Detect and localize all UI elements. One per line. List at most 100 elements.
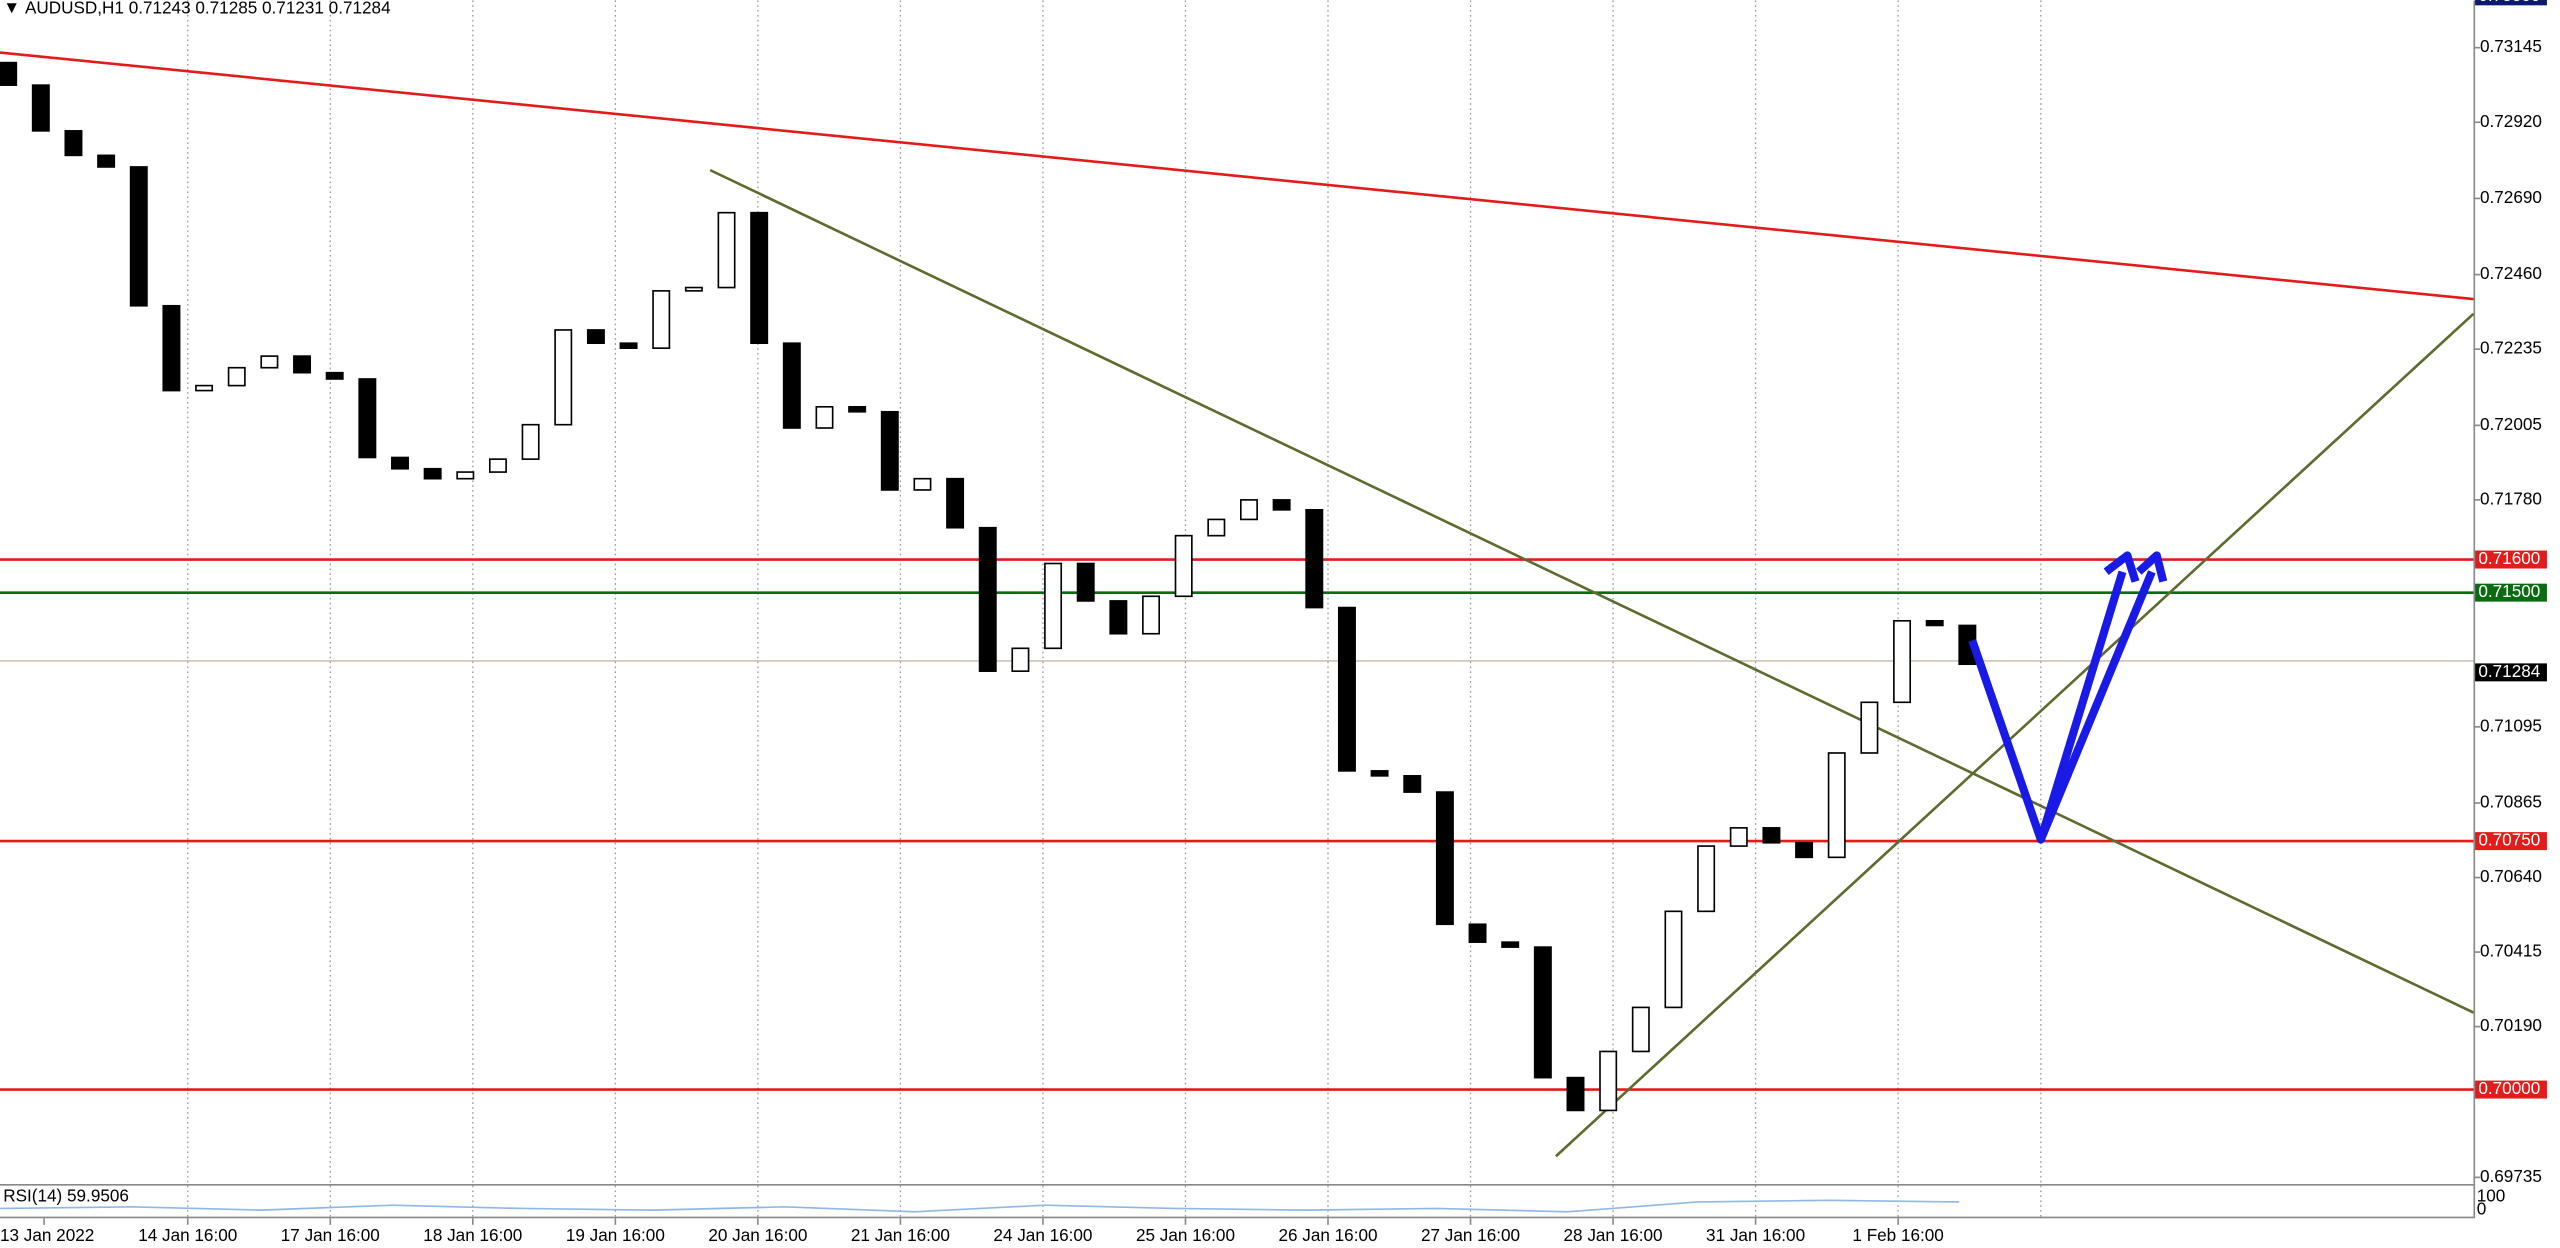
y-tick-label: 0.70190: [2480, 1015, 2542, 1035]
y-tick-label: 0.72460: [2480, 263, 2542, 283]
y-tick-label: 0.69735: [2480, 1166, 2542, 1186]
trend-line: [709, 168, 2475, 1014]
symbol-title: ▼ AUDUSD,H1 0.71243 0.71285 0.71231 0.71…: [3, 0, 391, 17]
candle: [815, 405, 834, 429]
candle: [978, 526, 997, 672]
y-tick-label: 0.70640: [2480, 866, 2542, 886]
candle: [1729, 827, 1748, 847]
x-tick-label: 17 Jan 16:00: [281, 1225, 380, 1245]
last-price-label: 0.71284: [2478, 661, 2540, 681]
rsi-tick: 0: [2477, 1199, 2487, 1219]
candle: [1370, 770, 1389, 777]
candle: [1076, 562, 1095, 602]
candle: [325, 371, 344, 380]
level-label-box: [2475, 0, 2547, 6]
candle: [1142, 595, 1160, 635]
candle: [1533, 946, 1552, 1079]
y-tick-label: 0.71095: [2480, 715, 2542, 735]
y-tick-label: 0.73145: [2480, 36, 2542, 56]
candle: [1207, 518, 1226, 537]
candle: [1599, 1050, 1618, 1112]
candle: [1631, 1006, 1650, 1053]
candle: [717, 211, 736, 289]
candle: [1860, 701, 1879, 754]
candle: [652, 290, 671, 349]
x-tick-label: 18 Jan 16:00: [423, 1225, 522, 1245]
x-tick-label: 25 Jan 16:00: [1136, 1225, 1235, 1245]
candle: [554, 329, 573, 426]
level-label-box: [2475, 832, 2547, 851]
trend-line: [0, 51, 2474, 301]
candle: [848, 405, 867, 413]
candle: [293, 355, 312, 374]
rsi-label: RSI(14) 59.9506: [3, 1186, 129, 1206]
candle: [1827, 752, 1846, 859]
candle: [1011, 647, 1030, 672]
candle: [129, 166, 148, 307]
y-tick-label: 0.71780: [2480, 488, 2542, 508]
candle: [1468, 923, 1487, 943]
candle: [1566, 1076, 1585, 1112]
candle: [1435, 791, 1454, 926]
candle: [1240, 499, 1258, 521]
y-tick-label: 0.70865: [2480, 792, 2542, 812]
level-label: 0.70750: [2478, 830, 2540, 850]
candle: [1893, 619, 1912, 704]
candle: [1305, 509, 1324, 609]
x-tick-label: 1 Feb 16:00: [1852, 1225, 1943, 1245]
candle: [880, 410, 899, 491]
candle: [750, 211, 769, 345]
level-label: 0.70000: [2478, 1078, 2540, 1098]
y-tick-label: 0.72920: [2480, 111, 2542, 131]
candle: [1044, 562, 1063, 650]
candle: [1664, 910, 1683, 1009]
x-tick-label: 31 Jan 16:00: [1706, 1225, 1805, 1245]
x-tick-label: 26 Jan 16:00: [1278, 1225, 1377, 1245]
candle: [423, 467, 442, 480]
candle: [1337, 606, 1356, 772]
candle: [391, 456, 409, 470]
candle: [97, 154, 116, 168]
candle: [488, 458, 507, 473]
candle: [1174, 534, 1193, 598]
candle: [946, 477, 965, 529]
x-tick-label: 19 Jan 16:00: [566, 1225, 665, 1245]
level-label: 0.71600: [2478, 548, 2540, 568]
candle: [260, 355, 279, 369]
rsi-tick: 100: [2477, 1186, 2506, 1206]
y-tick-label: 0.72690: [2480, 187, 2542, 207]
level-label: 0.73300: [2478, 0, 2540, 5]
candle: [1925, 619, 1944, 627]
last-price-box: [2475, 663, 2547, 682]
y-tick-label: 0.72235: [2480, 338, 2542, 358]
candle: [521, 423, 540, 460]
candle: [1109, 600, 1128, 635]
x-tick-label: 24 Jan 16:00: [993, 1225, 1092, 1245]
y-tick-label: 0.70415: [2480, 941, 2542, 961]
candle: [195, 384, 214, 392]
rsi-line: [0, 1199, 1960, 1213]
candle: [31, 84, 50, 132]
level-label: 0.71500: [2478, 581, 2540, 601]
x-tick-label: 27 Jan 16:00: [1421, 1225, 1520, 1245]
x-tick-label: 13 Jan 2022: [0, 1225, 94, 1245]
x-tick-label: 20 Jan 16:00: [708, 1225, 807, 1245]
candle: [782, 342, 801, 429]
level-label-box: [2475, 550, 2547, 569]
candle: [1501, 941, 1520, 948]
candle: [1762, 827, 1781, 844]
candle: [1795, 841, 1814, 859]
level-label-box: [2475, 583, 2547, 602]
candle: [162, 304, 181, 392]
candle: [586, 329, 605, 345]
x-tick-label: 21 Jan 16:00: [851, 1225, 950, 1245]
trend-line: [1555, 312, 2475, 1158]
x-tick-label: 28 Jan 16:00: [1564, 1225, 1663, 1245]
candle: [1403, 775, 1422, 793]
candle: [684, 286, 703, 292]
candle: [1697, 845, 1716, 913]
candle: [64, 130, 83, 157]
candle: [1272, 499, 1291, 511]
